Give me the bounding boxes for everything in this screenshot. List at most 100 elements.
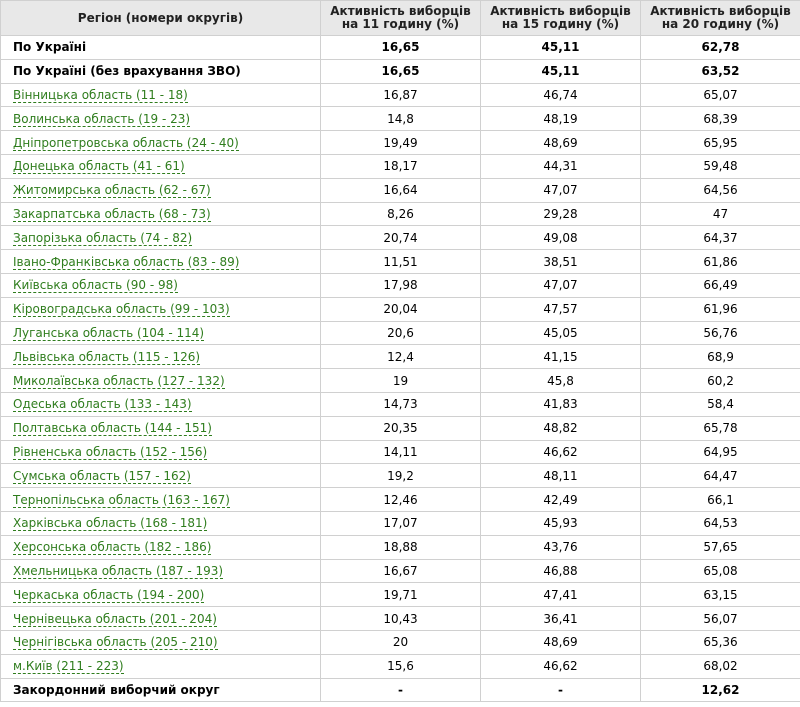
- turnout-15h-cell: 46,62: [480, 439, 641, 465]
- turnout-15h-cell: 45,8: [480, 368, 641, 393]
- table-row: Дніпропетровська область (24 - 40) 19,49 4…: [0, 130, 800, 155]
- region-link[interactable]: Київська область (90 - 98): [13, 278, 178, 294]
- turnout-20h-cell: 12,62: [640, 677, 800, 703]
- turnout-15h-cell: 46,88: [480, 558, 641, 584]
- turnout-15h-cell: 45,11: [480, 35, 641, 60]
- region-cell: Харківська область (168 - 181): [0, 510, 321, 536]
- turnout-15h-cell: 45,11: [480, 58, 641, 84]
- header-turnout-15h: Активність виборців на 15 годину (%): [480, 0, 641, 36]
- region-link[interactable]: Хмельницька область (187 - 193): [13, 563, 224, 579]
- header-region: Регіон (номери округів): [0, 0, 321, 36]
- region-cell: По Україні (без врахування ЗВО): [0, 58, 321, 84]
- turnout-20h-cell: 68,02: [640, 653, 800, 679]
- table-row: Черкаська область (194 - 200) 19,71 47,41 6…: [0, 582, 800, 608]
- table-row: Закарпатська область (68 - 73) 8,26 29,28 4…: [0, 201, 800, 227]
- turnout-11h-cell: 16,65: [320, 35, 481, 60]
- region-link[interactable]: Запорізька область (74 - 82): [13, 230, 193, 246]
- turnout-15h-cell: 38,51: [480, 249, 641, 274]
- turnout-20h-cell: 59,48: [640, 153, 800, 179]
- turnout-20h-cell: 61,86: [640, 249, 800, 274]
- region-link[interactable]: Миколаївська область (127 - 132): [13, 373, 225, 389]
- region-link[interactable]: Вінницька область (11 - 18): [13, 87, 188, 103]
- region-label: По Україні: [13, 40, 87, 55]
- turnout-15h-cell: 48,82: [480, 415, 641, 441]
- table-body: По Україні 16,65 45,11 62,78 По Україні (без…: [0, 35, 800, 703]
- turnout-20h-cell: 64,95: [640, 439, 800, 465]
- turnout-20h-cell: 68,39: [640, 106, 800, 132]
- region-link[interactable]: Кіровоградська область (99 - 103): [13, 302, 230, 318]
- table-row: Харківська область (168 - 181) 17,07 45,93…: [0, 510, 800, 536]
- region-label: По Україні (без врахування ЗВО): [13, 64, 241, 79]
- region-link[interactable]: м.Київ (211 - 223): [13, 659, 124, 675]
- turnout-20h-cell: 62,78: [640, 35, 800, 60]
- turnout-11h-cell: 19,2: [320, 463, 481, 489]
- region-link[interactable]: Тернопільська область (163 - 167): [13, 492, 230, 508]
- region-link[interactable]: Волинська область (19 - 23): [13, 111, 191, 127]
- region-link[interactable]: Житомирська область (62 - 67): [13, 183, 211, 199]
- turnout-15h-cell: 47,07: [480, 272, 641, 298]
- turnout-15h-cell: 45,93: [480, 510, 641, 536]
- region-cell: По Україні: [0, 35, 321, 60]
- region-link[interactable]: Полтавська область (144 - 151): [13, 421, 212, 437]
- region-link[interactable]: Одеська область (133 - 143): [13, 397, 192, 413]
- region-link[interactable]: Львівська область (115 - 126): [13, 349, 201, 365]
- turnout-15h-cell: 48,19: [480, 106, 641, 132]
- region-link[interactable]: Черкаська область (194 - 200): [13, 587, 205, 603]
- table-row: Хмельницька область (187 - 193) 16,67 46,8…: [0, 558, 800, 584]
- turnout-20h-cell: 56,76: [640, 320, 800, 346]
- turnout-11h-cell: 12,4: [320, 344, 481, 370]
- region-cell: Черкаська область (194 - 200): [0, 582, 321, 608]
- region-link[interactable]: Рівненська область (152 - 156): [13, 444, 208, 460]
- region-link[interactable]: Харківська область (168 - 181): [13, 516, 208, 532]
- table-row: По Україні 16,65 45,11 62,78: [0, 35, 800, 60]
- table-row: Вінницька область (11 - 18) 16,87 46,74 65,…: [0, 82, 800, 108]
- turnout-11h-cell: 19,71: [320, 582, 481, 608]
- turnout-20h-cell: 65,78: [640, 415, 800, 441]
- turnout-15h-cell: 48,69: [480, 130, 641, 155]
- turnout-15h-cell: 43,76: [480, 534, 641, 560]
- table-row: Сумська область (157 - 162) 19,2 48,11 64,4…: [0, 463, 800, 489]
- table-row: Волинська область (19 - 23) 14,8 48,19 68,3…: [0, 106, 800, 132]
- table-row: Полтавська область (144 - 151) 20,35 48,82…: [0, 415, 800, 441]
- turnout-20h-cell: 64,53: [640, 510, 800, 536]
- turnout-11h-cell: 16,65: [320, 58, 481, 84]
- turnout-20h-cell: 65,36: [640, 629, 800, 655]
- region-link[interactable]: Дніпропетровська область (24 - 40): [13, 135, 239, 151]
- turnout-15h-cell: 46,74: [480, 82, 641, 108]
- table-row: Кіровоградська область (99 - 103) 20,04 47…: [0, 296, 800, 322]
- region-link[interactable]: Чернігівська область (205 - 210): [13, 635, 218, 651]
- turnout-11h-cell: 14,8: [320, 106, 481, 132]
- turnout-15h-cell: 41,15: [480, 344, 641, 370]
- turnout-11h-cell: 16,64: [320, 177, 481, 203]
- turnout-15h-cell: 41,83: [480, 391, 641, 417]
- turnout-20h-cell: 64,56: [640, 177, 800, 203]
- region-link[interactable]: Луганська область (104 - 114): [13, 325, 205, 341]
- turnout-15h-cell: 46,62: [480, 653, 641, 679]
- header-turnout-20h: Активність виборців на 20 годину (%): [640, 0, 800, 36]
- table-row: Луганська область (104 - 114) 20,6 45,05 56…: [0, 320, 800, 346]
- turnout-11h-cell: -: [320, 677, 481, 703]
- region-link[interactable]: Херсонська область (182 - 186): [13, 540, 212, 556]
- region-cell: Київська область (90 - 98): [0, 272, 321, 298]
- turnout-11h-cell: 14,73: [320, 391, 481, 417]
- turnout-11h-cell: 10,43: [320, 606, 481, 631]
- turnout-11h-cell: 20,6: [320, 320, 481, 346]
- turnout-11h-cell: 17,07: [320, 510, 481, 536]
- turnout-20h-cell: 57,65: [640, 534, 800, 560]
- region-link[interactable]: Чернівецька область (201 - 204): [13, 611, 217, 627]
- turnout-20h-cell: 65,08: [640, 558, 800, 584]
- turnout-15h-cell: 29,28: [480, 201, 641, 227]
- turnout-11h-cell: 17,98: [320, 272, 481, 298]
- region-link[interactable]: Донецька область (41 - 61): [13, 159, 185, 175]
- table-row: Чернівецька область (201 - 204) 10,43 36,4…: [0, 606, 800, 631]
- region-label: Закордонний виборчий округ: [13, 682, 220, 697]
- turnout-15h-cell: 47,41: [480, 582, 641, 608]
- turnout-20h-cell: 65,07: [640, 82, 800, 108]
- table-row: Одеська область (133 - 143) 14,73 41,83 58,…: [0, 391, 800, 417]
- region-link[interactable]: Івано-Франківська область (83 - 89): [13, 254, 240, 270]
- region-link[interactable]: Сумська область (157 - 162): [13, 468, 191, 484]
- region-cell: Вінницька область (11 - 18): [0, 82, 321, 108]
- table-row: Львівська область (115 - 126) 12,4 41,15 68…: [0, 344, 800, 370]
- region-link[interactable]: Закарпатська область (68 - 73): [13, 206, 211, 222]
